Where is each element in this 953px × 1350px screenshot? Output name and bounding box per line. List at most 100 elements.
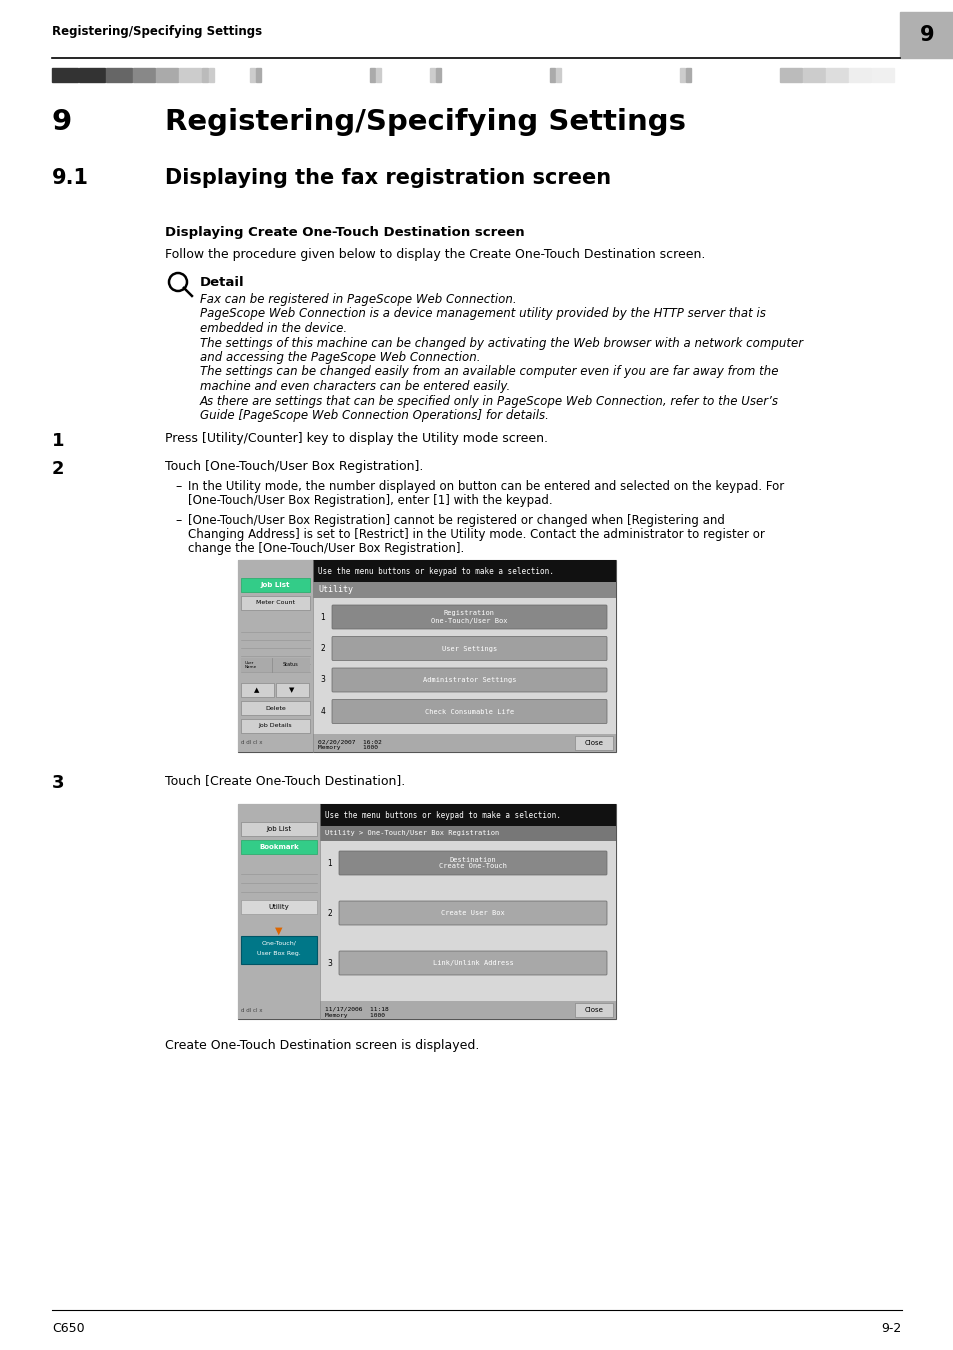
- Bar: [430, 68, 435, 82]
- Bar: [132, 68, 154, 82]
- Bar: [209, 68, 213, 82]
- Bar: [319, 826, 616, 841]
- Text: Changing Address] is set to [Restrict] in the Utility mode. Contact the administ: Changing Address] is set to [Restrict] i…: [188, 528, 764, 541]
- Text: Touch [One-Touch/User Box Registration].: Touch [One-Touch/User Box Registration].: [165, 460, 423, 472]
- Text: 2: 2: [52, 460, 65, 478]
- Text: As there are settings that can be specified only in PageScope Web Connection, re: As there are settings that can be specif…: [200, 394, 779, 408]
- Bar: [370, 68, 375, 82]
- Text: Detail: Detail: [200, 275, 244, 289]
- Text: Utility: Utility: [317, 586, 353, 594]
- Text: 9: 9: [52, 108, 72, 136]
- Bar: [802, 68, 824, 82]
- Bar: [319, 1000, 616, 1019]
- Text: ▼: ▼: [289, 687, 294, 693]
- Bar: [313, 598, 616, 734]
- FancyBboxPatch shape: [332, 668, 606, 693]
- Bar: [871, 68, 893, 82]
- Text: Displaying the fax registration screen: Displaying the fax registration screen: [165, 167, 611, 188]
- Text: Memory      1000: Memory 1000: [317, 745, 377, 751]
- Text: change the [One-Touch/User Box Registration].: change the [One-Touch/User Box Registrat…: [188, 541, 464, 555]
- Text: –: –: [174, 514, 181, 526]
- Text: 2: 2: [320, 644, 325, 653]
- Text: Memory      1000: Memory 1000: [325, 1012, 385, 1018]
- Text: 9-2: 9-2: [881, 1322, 901, 1335]
- Text: Delete: Delete: [265, 706, 286, 710]
- Text: Close: Close: [584, 1007, 603, 1012]
- Bar: [319, 805, 616, 826]
- Text: 2: 2: [327, 909, 332, 918]
- Text: Administrator Settings: Administrator Settings: [422, 676, 516, 683]
- Bar: [241, 683, 274, 697]
- Bar: [241, 840, 316, 855]
- Text: and accessing the PageScope Web Connection.: and accessing the PageScope Web Connecti…: [200, 351, 480, 364]
- Text: Create One-Touch Destination screen is displayed.: Create One-Touch Destination screen is d…: [165, 1040, 478, 1052]
- Bar: [237, 805, 319, 1019]
- Text: In the Utility mode, the number displayed on button can be entered and selected : In the Utility mode, the number displaye…: [188, 481, 783, 493]
- Text: User Settings: User Settings: [441, 645, 497, 652]
- Text: PageScope Web Connection is a device management utility provided by the HTTP ser: PageScope Web Connection is a device man…: [200, 308, 765, 320]
- Text: Bookmark: Bookmark: [259, 844, 298, 850]
- Text: d dl cl x: d dl cl x: [241, 1007, 262, 1012]
- Text: 1: 1: [327, 859, 332, 868]
- Text: Registration: Registration: [443, 610, 495, 617]
- Bar: [825, 68, 847, 82]
- Text: embedded in the device.: embedded in the device.: [200, 323, 347, 335]
- Bar: [156, 68, 178, 82]
- Text: Fax can be registered in PageScope Web Connection.: Fax can be registered in PageScope Web C…: [200, 293, 517, 306]
- Bar: [313, 582, 616, 598]
- Bar: [241, 578, 310, 593]
- Bar: [241, 701, 310, 716]
- Text: 4: 4: [320, 707, 325, 716]
- Text: User Box Reg.: User Box Reg.: [257, 950, 300, 956]
- FancyBboxPatch shape: [338, 900, 606, 925]
- Bar: [575, 736, 613, 751]
- Text: ▼: ▼: [275, 926, 282, 936]
- Text: Link/Unlink Address: Link/Unlink Address: [432, 960, 513, 967]
- Bar: [241, 900, 316, 914]
- Text: Status: Status: [282, 663, 298, 667]
- Text: –: –: [174, 481, 181, 493]
- Bar: [79, 68, 105, 82]
- Text: Follow the procedure given below to display the Create One-Touch Destination scr: Follow the procedure given below to disp…: [165, 248, 704, 261]
- FancyBboxPatch shape: [332, 699, 606, 724]
- Bar: [575, 1003, 613, 1017]
- Text: [One-Touch/User Box Registration], enter [1] with the keypad.: [One-Touch/User Box Registration], enter…: [188, 494, 552, 508]
- Bar: [250, 68, 254, 82]
- Bar: [241, 657, 310, 672]
- Bar: [313, 560, 616, 582]
- Text: One-Touch/User Box: One-Touch/User Box: [431, 617, 507, 624]
- FancyBboxPatch shape: [332, 636, 606, 660]
- Text: Use the menu buttons or keypad to make a selection.: Use the menu buttons or keypad to make a…: [325, 810, 560, 819]
- Text: Registering/Specifying Settings: Registering/Specifying Settings: [165, 108, 685, 136]
- Text: 3: 3: [52, 774, 65, 792]
- Bar: [685, 68, 690, 82]
- Text: 9.1: 9.1: [52, 167, 89, 188]
- Text: The settings can be changed easily from an available computer even if you are fa: The settings can be changed easily from …: [200, 366, 778, 378]
- Bar: [899, 12, 953, 58]
- Bar: [375, 68, 380, 82]
- Text: Guide [PageScope Web Connection Operations] for details.: Guide [PageScope Web Connection Operatio…: [200, 409, 548, 423]
- Bar: [241, 936, 316, 964]
- Text: Touch [Create One-Touch Destination].: Touch [Create One-Touch Destination].: [165, 774, 405, 787]
- Bar: [241, 595, 310, 610]
- Text: Close: Close: [584, 740, 603, 747]
- Bar: [313, 734, 616, 752]
- Text: Create One-Touch: Create One-Touch: [438, 864, 506, 869]
- Bar: [255, 68, 261, 82]
- Bar: [237, 560, 313, 752]
- Bar: [241, 720, 310, 733]
- Bar: [106, 68, 132, 82]
- Text: Meter Count: Meter Count: [255, 601, 294, 606]
- Bar: [780, 68, 801, 82]
- Text: Check Consumable Life: Check Consumable Life: [424, 709, 514, 714]
- Text: Job List: Job List: [266, 826, 292, 832]
- Text: 3: 3: [327, 958, 332, 968]
- Bar: [179, 68, 201, 82]
- Text: 1: 1: [320, 613, 325, 621]
- Text: d dl cl x: d dl cl x: [241, 741, 262, 745]
- Text: Press [Utility/Counter] key to display the Utility mode screen.: Press [Utility/Counter] key to display t…: [165, 432, 547, 446]
- Bar: [679, 68, 684, 82]
- Text: Registering/Specifying Settings: Registering/Specifying Settings: [52, 26, 262, 39]
- Bar: [848, 68, 870, 82]
- Bar: [237, 805, 616, 1019]
